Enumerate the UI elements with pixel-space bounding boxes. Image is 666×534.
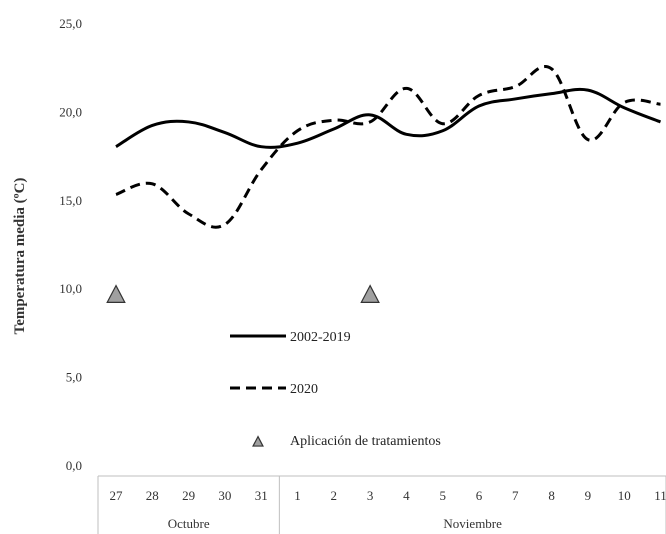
legend-label: Aplicación de tratamientos xyxy=(290,434,441,449)
legend-label: 2002-2019 xyxy=(290,330,351,345)
x-tick-label: 7 xyxy=(512,488,519,503)
x-tick-label: 30 xyxy=(218,488,231,503)
legend-swatch-treatment xyxy=(252,435,264,447)
treatment-marker xyxy=(106,284,126,303)
x-tick-label: 8 xyxy=(548,488,555,503)
x-tick-label: 29 xyxy=(182,488,195,503)
legend: 2002-2019 2020 Aplicación de tratamientos xyxy=(230,330,441,449)
x-tick-label: 31 xyxy=(255,488,268,503)
x-axis: 27 28 29 30 31 1 2 3 4 5 6 7 8 9 10 11 Octubre Noviembre xyxy=(97,475,666,534)
x-tick-label: 10 xyxy=(618,488,631,503)
x-tick-label: 1 xyxy=(294,488,301,503)
y-axis-label: Temperatura media (ºC) xyxy=(12,178,28,335)
series-line-2020 xyxy=(115,65,661,229)
x-tick-label: 6 xyxy=(476,488,483,503)
x-group-label: Noviembre xyxy=(443,516,502,531)
legend-label: 2020 xyxy=(290,382,318,397)
y-tick-label: 25,0 xyxy=(59,16,82,31)
x-tick-label: 5 xyxy=(439,488,446,503)
x-group-label: Octubre xyxy=(168,516,210,531)
series-layer xyxy=(115,65,662,229)
x-tick-label: 27 xyxy=(110,488,124,503)
series-line-2002-2019 xyxy=(115,87,662,149)
x-tick-label: 11 xyxy=(654,488,666,503)
x-tick-label: 3 xyxy=(367,488,374,503)
y-tick-label: 15,0 xyxy=(59,193,82,208)
y-tick-label: 5,0 xyxy=(66,370,82,385)
x-tick-label: 2 xyxy=(331,488,338,503)
y-tick-label: 20,0 xyxy=(59,104,82,119)
x-tick-label: 28 xyxy=(146,488,159,503)
y-tick-label: 0,0 xyxy=(66,458,82,473)
x-tick-label: 9 xyxy=(585,488,592,503)
x-tick-label: 4 xyxy=(403,488,410,503)
y-tick-label: 10,0 xyxy=(59,281,82,296)
y-axis-ticks: 0,0 5,0 10,0 15,0 20,0 25,0 xyxy=(59,16,82,473)
treatment-markers xyxy=(106,284,380,303)
treatment-marker xyxy=(360,284,380,303)
